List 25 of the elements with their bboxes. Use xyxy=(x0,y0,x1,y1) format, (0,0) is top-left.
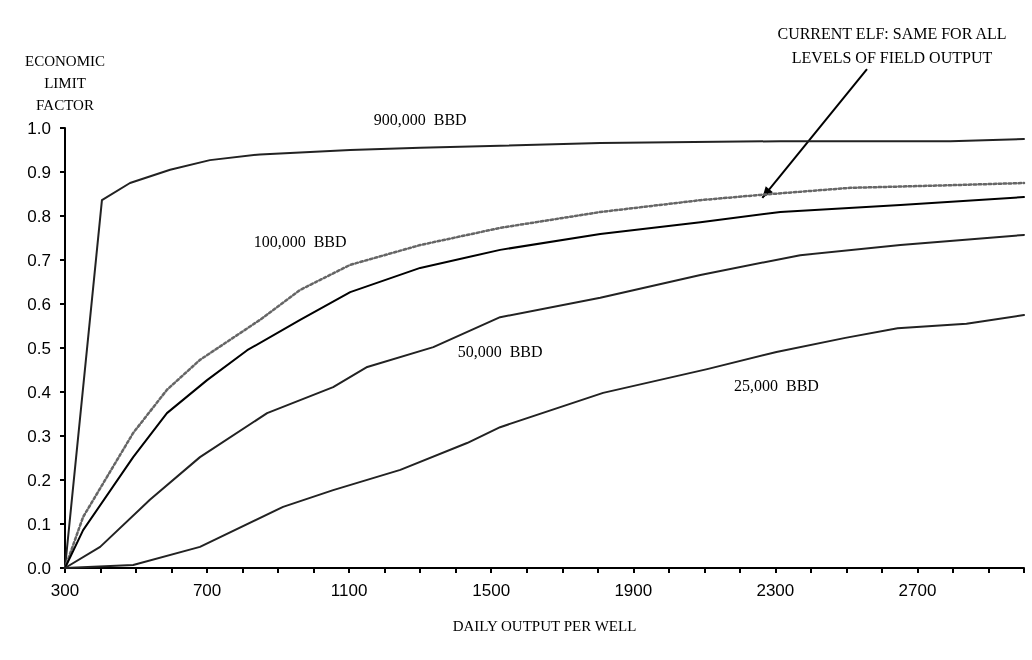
y-axis-title: ECONOMIC LIMIT FACTOR xyxy=(24,53,106,113)
y-tick-label: 0.2 xyxy=(27,470,51,490)
y-tick-label: 0.7 xyxy=(27,250,51,270)
x-tick-label: 1900 xyxy=(614,581,653,600)
series-label: 100,000 BBD xyxy=(253,233,347,251)
x-tick-label: 2700 xyxy=(898,581,937,600)
y-tick-label: 0.0 xyxy=(27,558,51,578)
x-tick-label: 700 xyxy=(192,581,222,600)
x-tick-label: 1500 xyxy=(472,581,511,600)
y-tick-label: 0.9 xyxy=(27,162,51,182)
annotation: CURRENT ELF: SAME FOR ALL LEVELS OF FIELD OUTPUT xyxy=(777,24,1007,66)
y-tick-label: 0.3 xyxy=(27,426,51,446)
y-tick-label: 0.6 xyxy=(27,294,51,314)
y-tick-label: 1.0 xyxy=(27,118,51,138)
series-label: 50,000 BBD xyxy=(457,342,543,360)
x-tick-label: 300 xyxy=(50,581,80,600)
x-tick-label: 2300 xyxy=(756,581,795,600)
series-label: 900,000 BBD xyxy=(373,111,467,129)
y-tick-label: 0.4 xyxy=(27,382,51,402)
x-axis-title: DAILY OUTPUT PER WELL xyxy=(452,617,637,634)
y-tick-label: 0.1 xyxy=(27,514,51,534)
y-tick-label: 0.5 xyxy=(27,338,51,358)
y-tick-label: 0.8 xyxy=(27,206,51,226)
series-label: 25,000 BBD xyxy=(733,377,819,395)
x-tick-label: 1100 xyxy=(330,581,368,600)
